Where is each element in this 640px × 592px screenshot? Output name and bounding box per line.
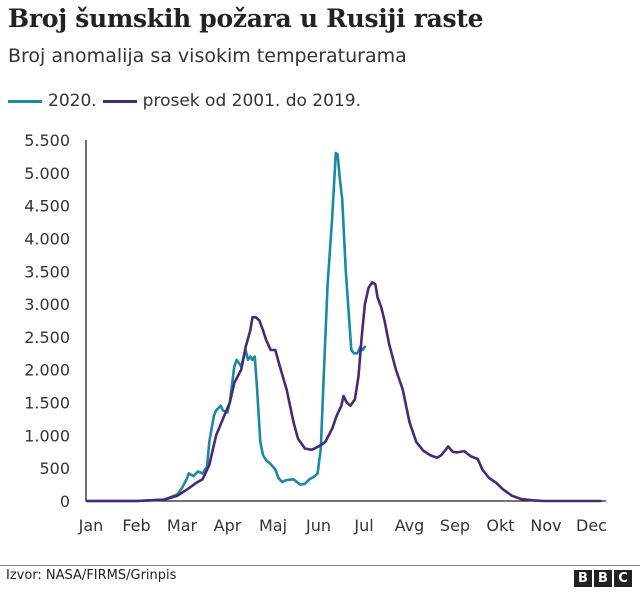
y-tick-label: 4.000 [24,229,70,248]
y-tick-label: 1.000 [24,426,70,445]
x-tick-label: Nov [530,516,561,535]
chart-title: Broj šumskih požara u Rusiji raste [8,4,484,33]
footer-divider [0,565,640,566]
bbc-logo: B B C [574,570,632,587]
legend: 2020. prosek od 2001. do 2019. [8,91,367,111]
y-tick-label: 500 [39,459,70,478]
x-tick-label: Apr [214,516,242,535]
series-line-2020 [85,151,367,503]
y-tick-label: 1.500 [24,394,70,413]
y-tick-label: 4.500 [24,197,70,216]
y-tick-label: 5.000 [24,164,70,183]
legend-swatch-2020 [8,99,42,103]
line-chart: 0 500 1.000 1.500 2.000 2.500 3.000 3.500 4.000 4… [24,131,607,535]
legend-label-average: prosek od 2001. do 2019. [142,91,361,111]
source-note: Izvor: NASA/FIRMS/Grinpis [6,568,177,583]
legend-swatch-average [102,99,137,103]
legend-item-2020: 2020. [8,91,97,111]
y-tick-label: 3.500 [24,262,70,281]
x-tick-label: Jun [305,516,331,535]
x-axis-ticks: Jan Feb Mar Apr Maj Jun Jul Avg Sep Okt Nov Dec [78,516,607,535]
x-tick-label: Sep [440,516,470,535]
y-axis-ticks: 0 500 1.000 1.500 2.000 2.500 3.000 3.500 4.000 4… [24,131,70,511]
y-tick-label: 5.500 [24,131,70,150]
x-tick-label: Mar [167,516,198,535]
x-tick-label: Jan [78,516,104,535]
y-tick-label: 2.500 [24,328,70,347]
series-group [85,151,602,503]
x-tick-label: Jul [353,516,373,535]
bbc-logo-letter: B [574,570,592,587]
x-tick-label: Feb [122,516,150,535]
x-tick-label: Maj [259,516,287,535]
legend-label-2020: 2020. [48,91,97,111]
chart-subtitle: Broj anomalija sa visokim temperaturama [8,45,407,67]
x-tick-label: Avg [395,516,425,535]
legend-item-average: prosek od 2001. do 2019. [102,91,361,111]
y-tick-label: 0 [60,492,70,511]
series-line-average [85,281,602,503]
bbc-logo-letter: B [594,570,612,587]
y-tick-label: 2.000 [24,361,70,380]
x-tick-label: Dec [576,516,607,535]
x-tick-label: Okt [486,516,514,535]
y-tick-label: 3.000 [24,295,70,314]
bbc-logo-letter: C [614,570,632,587]
